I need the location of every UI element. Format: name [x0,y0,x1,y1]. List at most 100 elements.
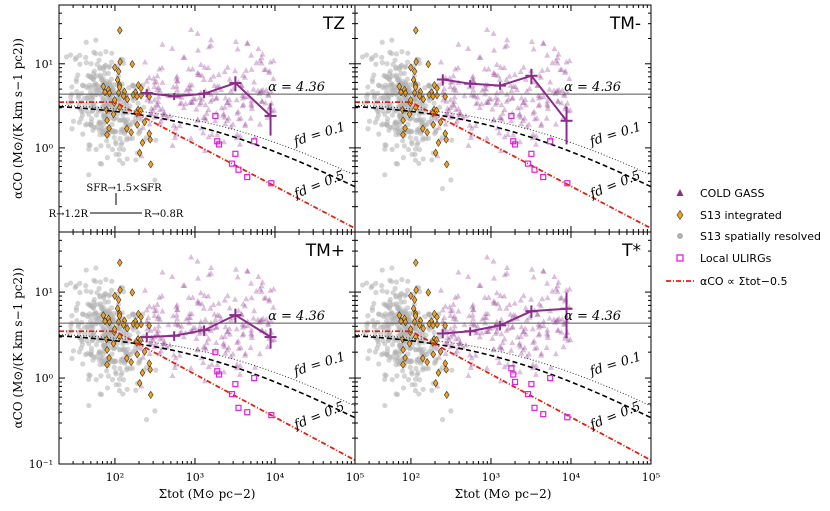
s13-resolved-point [431,115,438,121]
cold-gass-point [557,294,564,301]
cold-gass-point [221,104,228,110]
cold-gass-point [173,78,180,84]
cold-gass-point [177,100,184,107]
s13-resolved-point [416,377,423,383]
cold-gass-point [540,318,547,324]
cold-gass-point [546,315,553,321]
cold-gass-point [544,66,551,72]
cold-gass-point [556,86,563,93]
cold-gass-point [501,106,508,113]
cold-gass-point [498,114,505,121]
s13-resolved-point [382,302,388,308]
s13-resolved-point [73,305,79,311]
s13-integrated-point [112,291,118,300]
cold-gass-point [266,67,273,74]
cold-gass-point [469,311,476,318]
cold-gass-point [213,94,220,101]
s13-integrated-point [147,160,154,169]
s13-resolved-point [401,143,408,149]
s13-resolved-point [405,121,411,127]
cold-gass-point [241,93,248,100]
cold-gass-point [185,294,192,300]
s13-resolved-point [413,365,419,372]
s13-resolved-point [123,120,129,126]
cold-gass-point [455,105,462,112]
s13-resolved-point [429,387,435,393]
s13-resolved-point [376,131,382,137]
cold-gass-point [186,81,193,88]
cold-gass-point [236,371,243,377]
cold-gass-point [501,363,508,370]
cold-gass-point [476,104,483,111]
cold-gass-point [452,335,459,342]
cold-gass-point [491,47,498,53]
cold-gass-point [144,96,151,103]
cold-gass-point [457,340,464,346]
s13-resolved-point [374,107,381,113]
cold-gass-point [214,312,221,318]
s13-integrated-point [117,285,123,295]
cold-gass-point [148,339,155,346]
cold-gass-point [200,114,207,121]
cold-gass-point [146,350,153,356]
s13-resolved-point [379,39,385,45]
cold-gass-point [447,83,454,90]
s13-resolved-point [399,277,405,283]
cold-gass-point [510,83,517,89]
cold-gass-point [470,321,477,327]
cold-gass-point [224,117,231,123]
cold-gass-point [146,303,153,309]
s13-resolved-point [68,52,74,58]
s13-resolved-point [92,87,98,93]
cold-gass-point [544,326,551,333]
s13-integrated-point [138,320,144,329]
s13-resolved-point [83,288,89,294]
cold-gass-point [493,99,500,105]
cold-gass-point [544,331,551,338]
cold-gass-point [156,335,163,342]
y-tick-label: 10⁰ [35,372,54,385]
cold-gass-point [514,334,521,340]
legend: COLD GASS S13 integrated S13 spatially res… [666,187,821,288]
s13-resolved-point [96,285,102,292]
cold-gass-point [155,98,162,104]
s13-integrated-point [100,82,107,91]
s13-resolved-point [90,76,96,83]
cold-gass-point [185,314,192,320]
cold-gass-point [470,315,477,322]
panel-tmminus: TM-α = 4.36 fd = 0.1 fd = 0.5 [354,4,652,233]
cold-gass-point [155,84,162,90]
s13-resolved-point [106,80,113,86]
cold-gass-point [217,86,224,93]
s13-resolved-point [83,54,89,61]
s13-resolved-point [405,50,411,56]
cold-gass-point [524,123,531,130]
s13-resolved-point [387,68,393,74]
cold-gass-point [155,313,162,319]
cold-gass-point [476,282,483,289]
cold-gass-point [227,316,234,323]
cold-gass-point [241,74,248,80]
s13-integrated-point [117,57,123,66]
s13-resolved-point [431,344,438,350]
cold-gass-point [186,310,193,317]
cold-gass-point [501,64,508,71]
cold-gass-point [445,107,452,113]
cold-gass-point [438,287,445,293]
cold-gass-point [539,295,546,302]
cold-gass-point [465,273,472,279]
cold-gass-point [236,141,243,147]
legend-marker-diamond [676,209,684,221]
s13-integrated-point [410,304,417,313]
cold-gass-point [218,334,225,340]
cold-gass-point [224,99,231,105]
s13-resolved-point [373,61,379,67]
s13-resolved-point [439,417,446,423]
cold-gass-point [450,331,457,338]
cold-gass-point [540,40,547,47]
s13-resolved-point [84,108,90,114]
s13-resolved-point [93,112,99,118]
s13-resolved-point [365,313,371,319]
s13-resolved-point [382,73,388,79]
cold-gass-point [226,304,233,311]
